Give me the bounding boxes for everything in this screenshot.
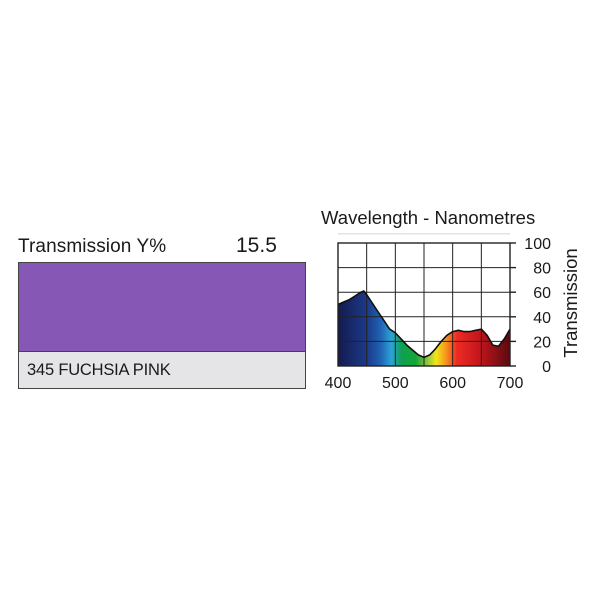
y-tick-label: 80 — [533, 261, 551, 278]
y-tick-label: 100 — [524, 236, 551, 253]
x-tick-label: 600 — [439, 375, 466, 392]
transmission-curve — [337, 290, 511, 359]
chart-title: Wavelength - Nanometres — [321, 207, 535, 228]
filter-name: 345 FUCHSIA PINK — [27, 361, 171, 379]
x-tick-label: 700 — [497, 375, 524, 392]
transmission-area — [338, 291, 510, 366]
y-tick-label: 20 — [533, 334, 551, 351]
plot-frame — [337, 242, 511, 367]
y-tick-label: 60 — [533, 285, 551, 302]
x-tick-label: 500 — [382, 375, 409, 392]
y-axis-label: Transmission — [560, 248, 581, 357]
color-swatch — [18, 262, 306, 351]
y-tick-label: 0 — [542, 359, 551, 376]
transmission-value: 15.5 — [236, 234, 277, 257]
title-underline — [338, 233, 510, 235]
x-tick-label: 400 — [325, 375, 352, 392]
filter-name-box: 345 FUCHSIA PINK — [18, 351, 306, 389]
transmission-label: Transmission Y% — [18, 236, 167, 257]
y-tick-label: 40 — [533, 310, 551, 327]
